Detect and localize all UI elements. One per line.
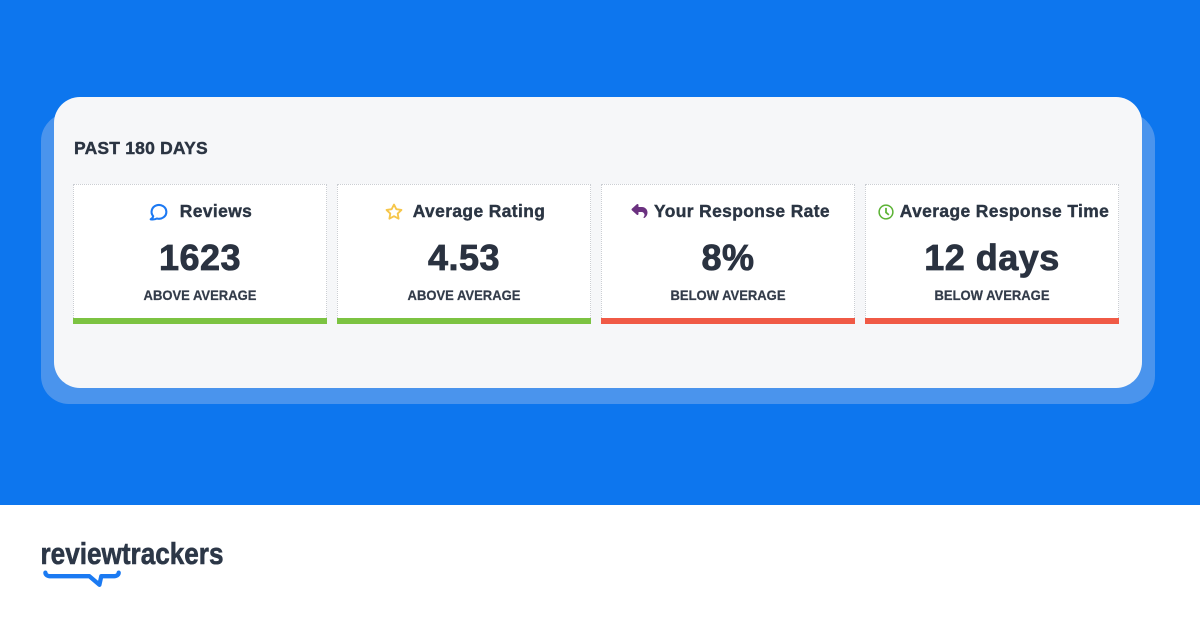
svg-text:reviewtrackers: reviewtrackers [41,536,224,571]
